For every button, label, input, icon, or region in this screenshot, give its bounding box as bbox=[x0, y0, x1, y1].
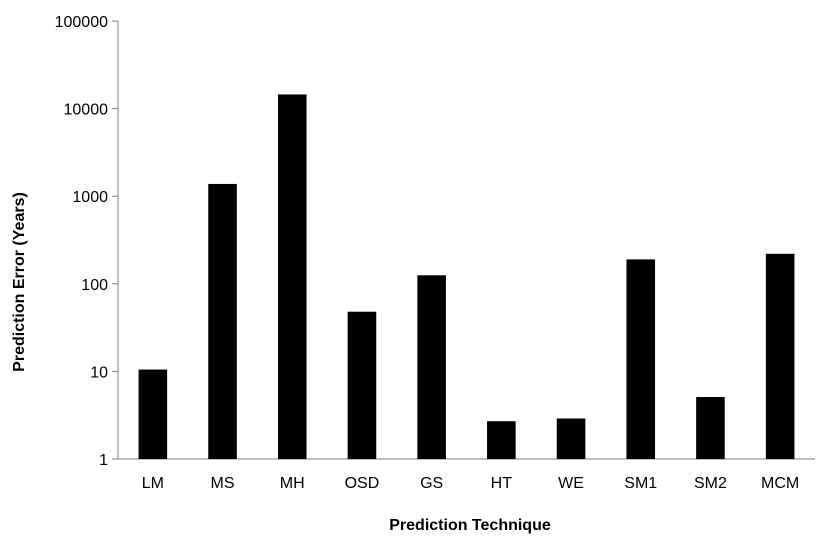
x-tick-label: OSD bbox=[345, 475, 380, 492]
x-tick-label: LM bbox=[142, 475, 164, 492]
bar-ht bbox=[487, 421, 516, 459]
y-tick-label: 10000 bbox=[64, 102, 109, 119]
x-tick-label: WE bbox=[558, 475, 584, 492]
x-tick-label: GS bbox=[420, 475, 443, 492]
x-tick-label: SM1 bbox=[624, 475, 657, 492]
bar-mcm bbox=[765, 253, 795, 459]
y-tick-label: 1000 bbox=[72, 189, 108, 206]
y-axis-title: Prediction Error (Years) bbox=[11, 192, 28, 372]
bar-ms bbox=[208, 183, 237, 459]
y-tick-label: 100000 bbox=[55, 14, 108, 31]
y-axis: 1 10 100 1000 10000 100000 bbox=[55, 14, 119, 469]
x-axis-title: Prediction Technique bbox=[389, 517, 551, 534]
x-axis: LM MS MH OSD GS HT WE SM1 SM2 MCM bbox=[118, 458, 815, 492]
bar-osd bbox=[347, 311, 377, 459]
bar-gs bbox=[417, 275, 446, 459]
bar-we bbox=[556, 418, 586, 459]
x-tick-label: HT bbox=[491, 475, 513, 492]
bar-lm bbox=[138, 369, 168, 459]
y-tick-label: 100 bbox=[81, 277, 108, 294]
x-tick-label: MS bbox=[211, 475, 235, 492]
bar-mh bbox=[277, 94, 307, 459]
bar-sm1 bbox=[626, 259, 656, 459]
y-tick-label: 10 bbox=[90, 364, 108, 381]
bar-sm2 bbox=[696, 397, 725, 459]
x-tick-label: MH bbox=[280, 475, 305, 492]
y-tick-label: 1 bbox=[99, 452, 108, 469]
x-tick-label: SM2 bbox=[694, 475, 727, 492]
x-tick-label: MCM bbox=[761, 475, 799, 492]
bars bbox=[138, 94, 795, 459]
